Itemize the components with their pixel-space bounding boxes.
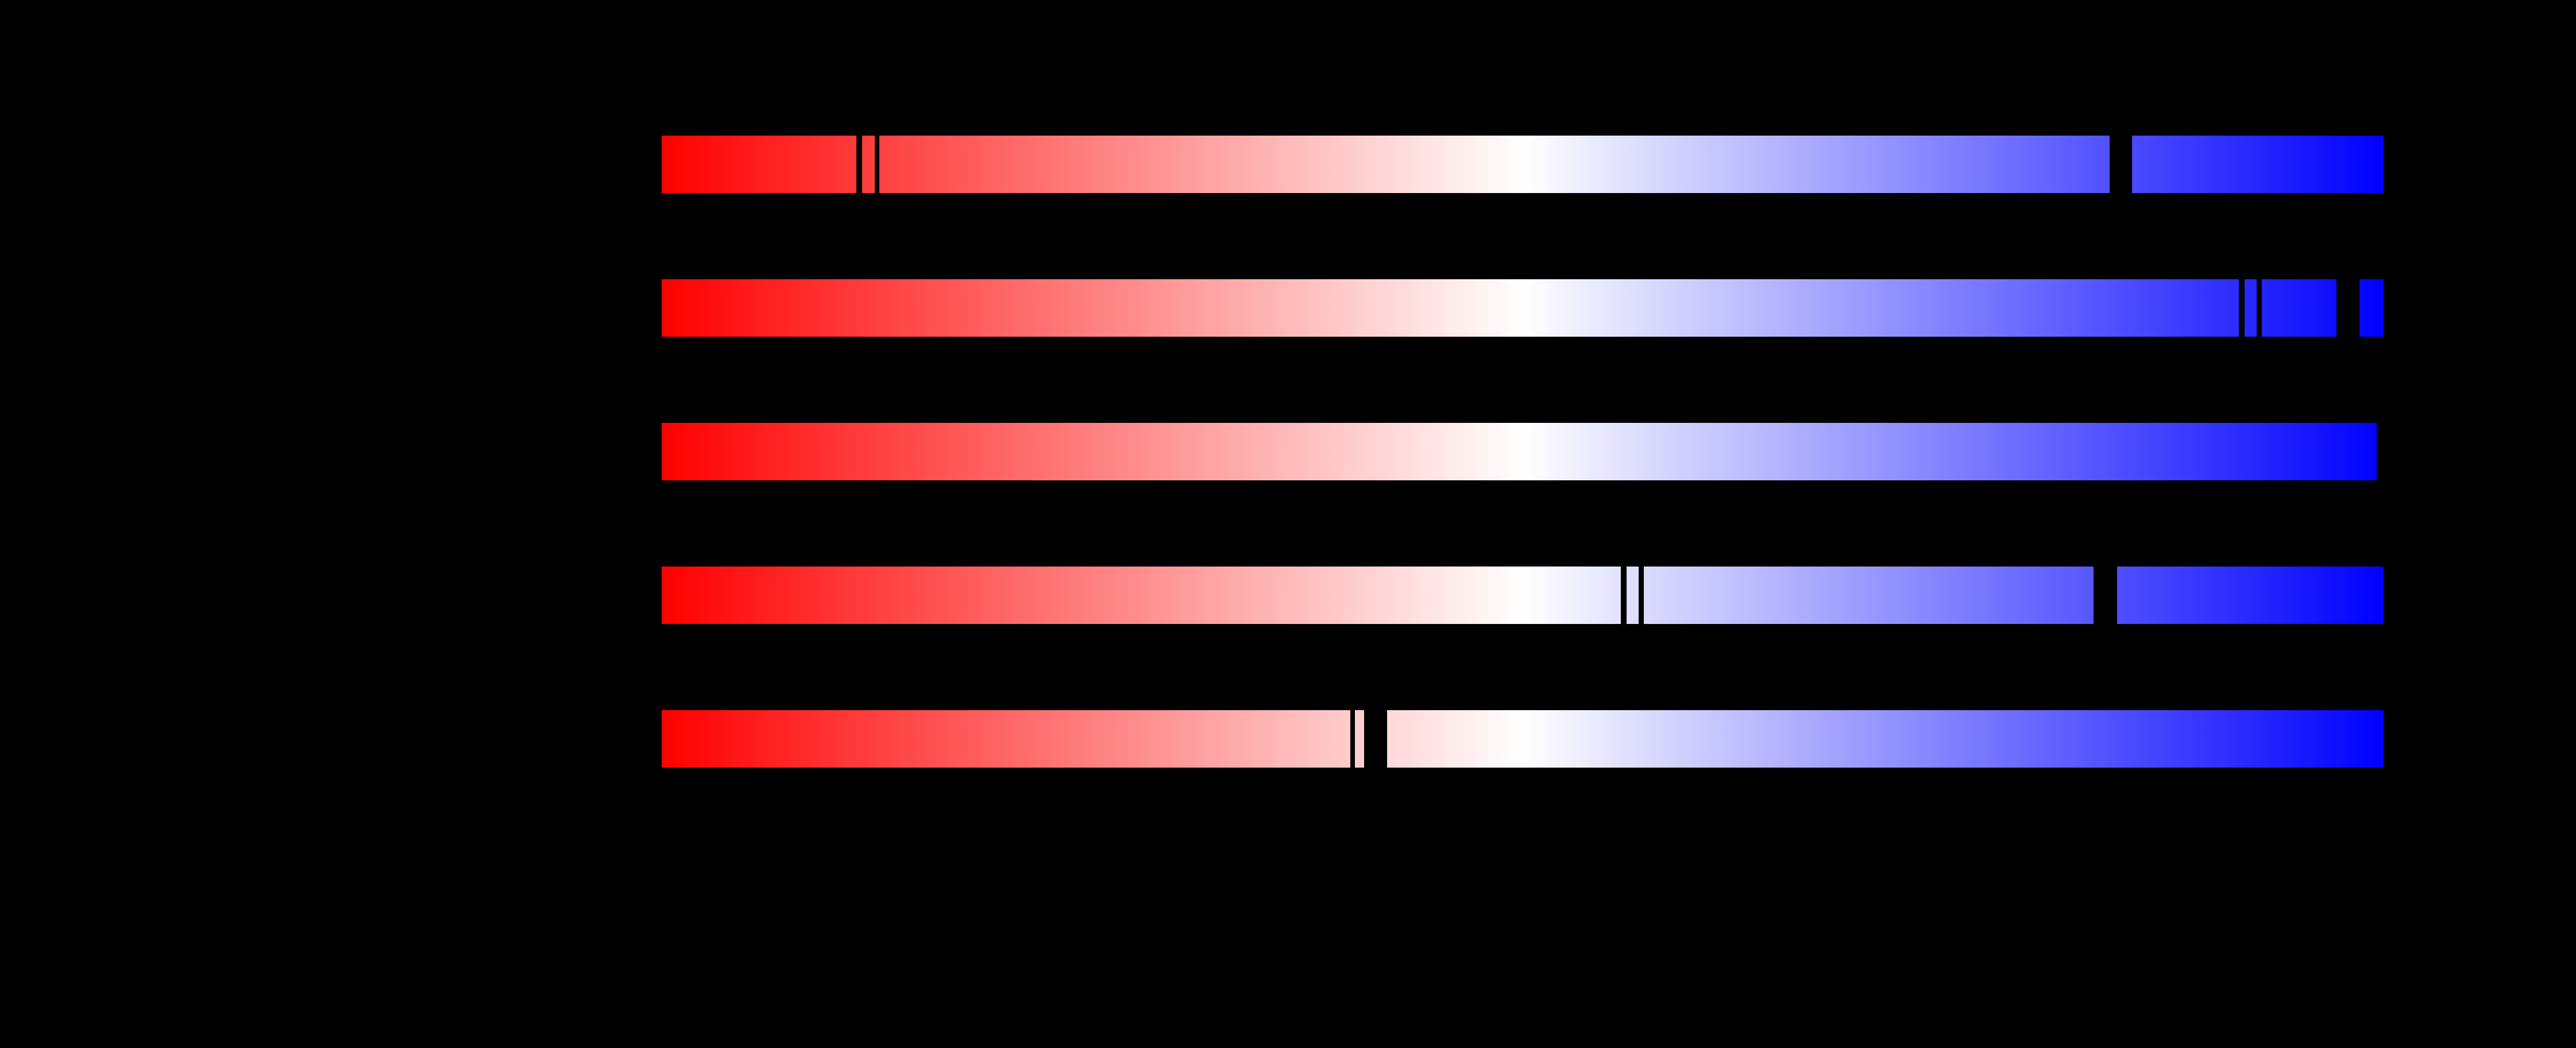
gradient-bar-5 — [662, 710, 2384, 768]
gradient-bar-1 — [662, 136, 2384, 193]
bar-separator-gap — [1621, 567, 1627, 624]
bar-separator-gap — [875, 136, 879, 193]
bar-separator-gap — [1350, 710, 1355, 768]
gradient-bar-2 — [662, 279, 2384, 337]
bar-separator-gap — [856, 136, 862, 193]
bar-separator-gap — [2094, 567, 2117, 624]
bar-separator-gap — [2377, 423, 2384, 480]
bar-separator-gap — [2110, 136, 2132, 193]
bar-separator-gap — [1639, 567, 1644, 624]
bar-separator-gap — [1364, 710, 1387, 768]
gradient-bar-4 — [662, 567, 2384, 624]
bar-separator-gap — [2336, 279, 2359, 337]
bar-separator-gap — [2257, 279, 2262, 337]
gradient-bar-3 — [662, 423, 2384, 480]
bar-separator-gap — [2239, 279, 2245, 337]
